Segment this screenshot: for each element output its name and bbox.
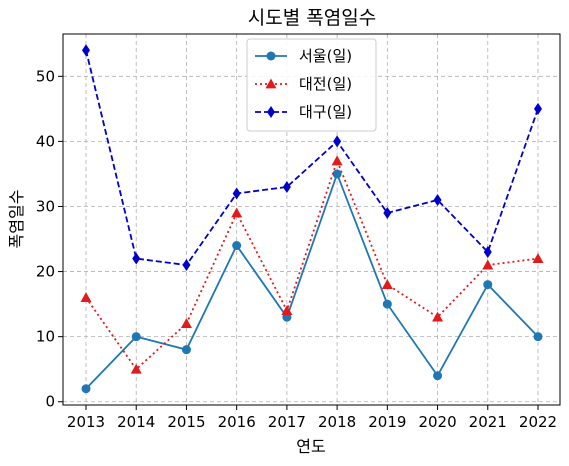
plot-frame [62,33,561,406]
legend-label: 서울(일) [299,47,352,65]
data-point [332,169,342,179]
series-2 [80,155,544,374]
data-point [483,246,492,259]
x-axis-label: 연도 [296,437,325,456]
series-line [85,158,539,371]
chart-title: 시도별 폭염일수 [248,7,376,29]
data-point [181,345,191,355]
data-point [381,279,393,289]
data-point [180,318,192,329]
data-point [80,292,92,303]
y-axis: 0 10 20 30 40 50 [36,67,63,411]
data-point [232,241,242,251]
legend-box [246,38,377,132]
x-tick-label: 2020 [418,413,456,431]
y-axis-label: 폭염일수 [7,190,26,249]
data-point [132,252,141,265]
data-point [382,299,392,309]
data-point [482,259,494,270]
data-point [333,135,342,148]
data-point [533,332,543,342]
data-point [130,363,142,374]
x-tick-label: 2022 [519,413,557,431]
legend-marker [267,106,275,118]
series-layer [80,44,544,394]
data-point [483,280,493,290]
legend-marker [266,51,276,61]
data-point [433,371,443,381]
data-point [81,384,91,394]
data-point [231,207,243,218]
x-tick-label: 2017 [268,413,306,431]
x-tick-label: 2015 [167,413,205,431]
legend-marker [265,78,277,89]
x-tick-label: 2013 [67,413,105,431]
x-tick-label: 2019 [368,413,406,431]
y-tick-label: 50 [36,67,55,85]
series-3 [82,44,542,272]
legend: 서울(일) 대전(일) 대구(일) [246,38,377,132]
data-point [383,206,392,219]
x-axis: 2013 2014 2015 2016 2017 2018 2019 2020 2021 2022 [67,405,557,431]
data-point [432,311,444,322]
data-point [281,305,293,316]
data-point [131,332,141,342]
y-tick-label: 0 [45,393,55,411]
y-tick-label: 20 [36,263,55,281]
data-point [534,102,542,115]
data-point [282,180,291,193]
data-point [182,259,191,272]
x-tick-label: 2014 [117,413,155,431]
legend-label: 대전(일) [299,75,352,93]
x-tick-label: 2018 [318,413,356,431]
x-tick-label: 2021 [469,413,507,431]
data-point [433,193,442,206]
data-point [532,253,544,263]
data-point [232,187,241,200]
y-tick-label: 40 [36,132,55,150]
data-point [331,155,343,166]
legend-label: 대구(일) [299,103,352,121]
series-line [85,50,539,267]
data-point [82,44,90,57]
x-tick-label: 2016 [218,413,256,431]
y-tick-label: 30 [36,197,55,215]
series-line [85,171,539,390]
y-tick-label: 10 [36,328,55,346]
grid [63,34,560,405]
